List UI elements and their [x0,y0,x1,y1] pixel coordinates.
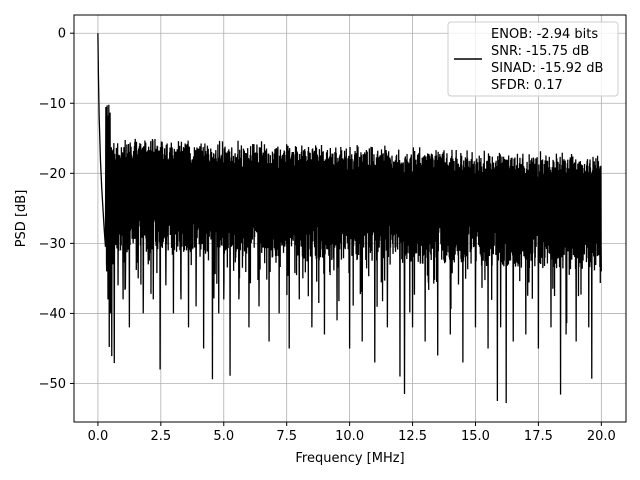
x-tick-label: 5.0 [213,429,234,444]
x-tick-label: 0.0 [88,429,109,444]
y-axis-ticks: 0 −10 −20 −30 −40 −50 [39,27,74,392]
x-tick-label: 10.0 [335,429,364,444]
legend-snr: SNR: -15.75 dB [491,44,589,59]
x-tick-label: 20.0 [587,429,616,444]
x-tick-label: 7.5 [276,429,297,444]
psd-trace-line [97,33,602,404]
x-tick-label: 15.0 [461,429,490,444]
legend: ENOB: -2.94 bits SNR: -15.75 dB SINAD: -… [447,21,619,97]
x-tick-label: 12.5 [398,429,427,444]
y-tick-label: −50 [39,377,66,392]
y-tick-label: −10 [39,97,66,112]
x-axis-ticks: 0.0 2.5 5.0 7.5 10.0 12.5 15.0 17.5 20.0 [88,422,616,444]
series-layer [97,33,602,404]
legend-enob: ENOB: -2.94 bits [491,27,598,42]
y-tick-label: −30 [39,237,66,252]
x-tick-label: 17.5 [524,429,553,444]
x-axis-label: Frequency [MHz] [295,451,404,466]
legend-sinad: SINAD: -15.92 dB [491,61,603,76]
legend-sfdr: SFDR: 0.17 [491,78,563,93]
y-tick-label: −20 [39,167,66,182]
legend-box [447,21,619,97]
y-tick-label: 0 [58,27,66,42]
y-tick-label: −40 [39,307,66,322]
y-axis-label: PSD [dB] [14,190,29,248]
x-tick-label: 2.5 [150,429,171,444]
